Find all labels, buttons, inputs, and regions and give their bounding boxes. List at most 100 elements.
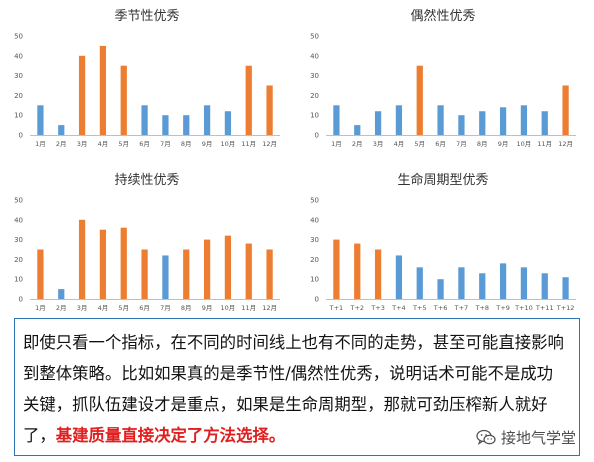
x-tick-label: 5月: [118, 140, 129, 148]
y-tick-label: 0: [315, 296, 319, 304]
chart-occasional: 偶然性优秀 0 10 20 30 40 50 1月 2月 3月 4月 5月 6月 7月 8月 9月 10月 11月…: [310, 8, 576, 148]
x-tick-label: T+9: [495, 304, 510, 312]
x-tick-label: 3月: [77, 140, 88, 148]
y-tick-label: 0: [19, 296, 23, 304]
caption-box: 即使只看一个指标，在不同的时间线上也有不同的走势，甚至可能直接影响到整体策略。比…: [14, 318, 580, 456]
bar: [333, 105, 340, 135]
y-tick-label: 40: [310, 216, 319, 224]
x-tick-label: 4月: [394, 140, 405, 148]
bar: [437, 105, 444, 135]
bar: [245, 65, 252, 135]
y-tick-label: 40: [14, 52, 23, 60]
bar: [99, 229, 107, 299]
bar: [141, 249, 148, 299]
bar: [58, 289, 65, 299]
bar: [99, 45, 107, 135]
x-tick-label: 10月: [221, 140, 236, 148]
bar: [479, 273, 486, 299]
x-tick-label: 9月: [202, 304, 213, 312]
x-tick-label: 7月: [160, 140, 171, 148]
y-tick-label: 30: [310, 236, 319, 244]
wechat-icon: [476, 429, 496, 446]
x-tick-label: 7月: [456, 140, 467, 148]
x-tick-label: 8月: [181, 140, 192, 148]
x-tick-label: 11月: [537, 140, 552, 148]
bar: [458, 115, 465, 135]
y-tick-label: 50: [310, 197, 319, 205]
bar: [479, 111, 486, 135]
x-tick-label: 1月: [331, 140, 342, 148]
chart-lifecycle: 生命周期型优秀 0 10 20 30 40 50 T+1 T+2 T+3 T+4 T+5 T+6 T+7 T…: [310, 172, 576, 312]
watermark-text: 接地气学堂: [500, 429, 576, 447]
chart-seasonal: 季节性优秀 0 10 20 30 40 50 1月 2月 3月 4月 5月 6月 7月 8月 9月 10月 11月…: [14, 9, 280, 148]
x-tick-label: 6月: [435, 140, 446, 148]
bar: [37, 249, 44, 299]
x-tick-label: T+8: [474, 304, 489, 312]
y-tick-label: 50: [14, 197, 23, 205]
bar: [354, 243, 361, 299]
bar: [395, 255, 403, 299]
y-tick-label: 0: [315, 132, 319, 140]
x-tick-label: 8月: [181, 304, 192, 312]
bar: [520, 267, 528, 299]
chart-title: 季节性优秀: [114, 9, 179, 24]
y-tick-label: 20: [310, 92, 319, 100]
y-tick-label: 10: [310, 112, 319, 120]
bar: [203, 239, 211, 299]
x-tick-label: T+12: [556, 304, 575, 312]
y-tick-label: 10: [14, 112, 23, 120]
y-tick-label: 20: [310, 256, 319, 264]
x-tick-label: 10月: [517, 140, 532, 148]
bar: [37, 105, 44, 135]
y-tick-label: 10: [14, 276, 23, 284]
y-tick-label: 40: [310, 52, 319, 60]
x-tick-label: 10月: [221, 304, 236, 312]
x-tick-label: 9月: [202, 140, 213, 148]
bar: [374, 249, 382, 299]
bar: [266, 85, 273, 135]
y-tick-label: 30: [14, 236, 23, 244]
bar: [245, 243, 252, 299]
x-tick-label: T+5: [412, 304, 427, 312]
bar: [162, 115, 169, 135]
y-tick-label: 50: [14, 33, 23, 41]
bar: [416, 65, 423, 135]
caption-highlight: 基建质量直接决定了方法选择。: [55, 426, 286, 445]
bar: [78, 55, 86, 135]
x-tick-label: 7月: [160, 304, 171, 312]
bar: [162, 255, 169, 299]
x-tick-label: 4月: [98, 304, 109, 312]
x-tick-label: 8月: [477, 140, 488, 148]
y-tick-label: 10: [310, 276, 319, 284]
y-tick-label: 0: [19, 132, 23, 140]
bar: [224, 235, 232, 299]
bar: [499, 263, 507, 299]
y-tick-label: 50: [310, 33, 319, 41]
bar: [183, 249, 190, 299]
x-tick-label: 1月: [35, 304, 46, 312]
x-tick-label: T+7: [454, 304, 469, 312]
x-tick-label: T+3: [370, 304, 385, 312]
bar: [58, 125, 65, 135]
x-tick-label: T+4: [391, 304, 406, 312]
x-tick-label: 2月: [56, 140, 67, 148]
bar: [120, 65, 127, 135]
bar: [266, 249, 273, 299]
x-tick-label: T+1: [329, 304, 344, 312]
x-tick-label: 3月: [373, 140, 384, 148]
bar: [541, 111, 548, 135]
chart-continuous: 持续性优秀 0 10 20 30 40 50 1月 2月 3月 4月 5月 6月 7月 8月 9月 10月 11月…: [14, 173, 280, 312]
bar: [141, 105, 148, 135]
x-tick-label: 1月: [35, 140, 46, 148]
chart-title: 持续性优秀: [114, 173, 179, 188]
bar: [224, 111, 232, 135]
bar: [374, 111, 382, 135]
x-tick-label: 9月: [498, 140, 509, 148]
x-tick-label: 12月: [558, 140, 573, 148]
bar: [541, 273, 548, 299]
x-tick-label: 5月: [414, 140, 425, 148]
bar: [395, 105, 403, 135]
x-tick-label: 2月: [56, 304, 67, 312]
caption-text: 即使只看一个指标，在不同的时间线上也有不同的走势，甚至可能直接影响到整体策略。比…: [23, 333, 564, 445]
bar: [437, 279, 444, 299]
